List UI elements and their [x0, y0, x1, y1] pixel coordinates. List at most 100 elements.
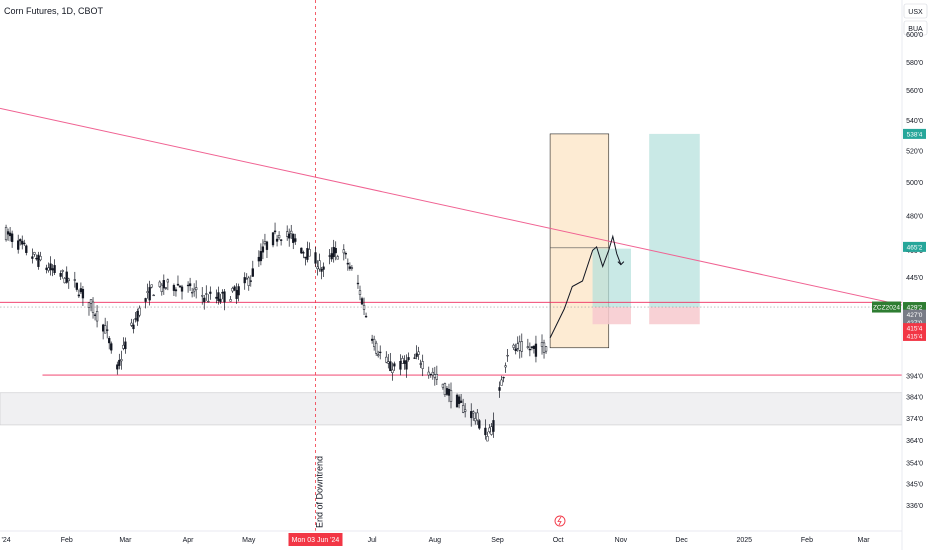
candle-body	[193, 288, 196, 292]
candle-body	[302, 252, 305, 254]
candle-body	[518, 341, 521, 351]
candle-body	[300, 247, 303, 254]
price-tag	[903, 241, 926, 252]
candle-body	[233, 286, 236, 291]
price-tick-label: 336'0	[906, 503, 923, 510]
long-position-2-target	[649, 133, 700, 308]
candle-body	[447, 388, 451, 396]
time-tick-label: Nov	[615, 537, 628, 544]
candle-body	[407, 357, 410, 360]
candle-body	[237, 286, 240, 296]
candle-body	[186, 284, 190, 287]
projected-path	[549, 234, 622, 339]
candle-body	[63, 278, 66, 284]
time-tick-label: Feb	[61, 537, 73, 544]
candle-body	[164, 287, 167, 289]
candle-body	[138, 307, 141, 316]
candle-body	[247, 277, 250, 286]
candle-body	[201, 295, 204, 297]
candle-body	[190, 292, 194, 294]
time-tick-label: May	[242, 537, 256, 544]
candle-body	[61, 270, 64, 272]
candle-body	[91, 301, 95, 313]
candle-body	[379, 351, 382, 354]
candle-body	[316, 266, 319, 270]
candle-body	[221, 291, 224, 294]
price-tick-label: 374'0	[906, 416, 923, 423]
price-tag-label: 415'4	[907, 333, 923, 340]
candle-body	[146, 291, 149, 293]
price-tick-label: 480'0	[906, 213, 923, 220]
candle-body	[542, 342, 546, 353]
candle-body	[360, 298, 364, 305]
price-tag	[903, 317, 926, 328]
candle-body	[457, 396, 461, 404]
candle-body	[158, 281, 161, 287]
candle-body	[188, 283, 192, 287]
currency-button-label: BUA	[908, 26, 923, 33]
candle-body	[265, 241, 269, 250]
candle-body	[419, 363, 422, 365]
candle-body	[33, 252, 36, 255]
candle-body	[520, 341, 523, 352]
candle-body	[39, 256, 42, 261]
candle-body	[459, 400, 463, 403]
candle-body	[445, 388, 449, 395]
candle-body	[152, 294, 155, 297]
price-tag	[903, 309, 926, 320]
candle-body	[257, 256, 261, 262]
candle-body	[334, 247, 337, 254]
time-tick-label: Mar	[119, 537, 132, 544]
candle-body	[209, 291, 212, 294]
candle-body	[526, 346, 530, 348]
price-tag-label: 415'4	[907, 326, 923, 333]
candle-body	[245, 278, 248, 280]
candle-body	[544, 346, 548, 352]
candle-body	[387, 361, 390, 364]
candle-body	[320, 269, 323, 272]
candle-body	[132, 324, 135, 330]
candle-body	[17, 240, 20, 250]
candle-body	[455, 394, 459, 408]
candle-body	[427, 371, 430, 376]
candle-body	[144, 298, 147, 302]
candle-body	[433, 374, 436, 378]
candle-body	[504, 365, 507, 368]
candle-body	[10, 233, 14, 242]
candle-body	[275, 238, 279, 242]
candle-body	[350, 267, 354, 269]
candle-body	[172, 285, 176, 291]
candle-body	[486, 435, 489, 442]
candle-body	[104, 325, 107, 334]
candle-body	[160, 284, 163, 292]
candle-body	[292, 233, 295, 243]
candle-body	[136, 310, 139, 322]
candle-body	[4, 226, 8, 241]
candle-body	[294, 238, 297, 242]
symbol-tag-label: ZCZ2024	[873, 305, 900, 312]
candle-body	[81, 288, 85, 299]
candle-body	[65, 271, 68, 283]
candle-body	[435, 374, 438, 380]
candle-body	[512, 344, 515, 348]
candle-body	[516, 343, 519, 349]
candle-body	[110, 343, 113, 351]
candle-body	[308, 249, 311, 257]
candle-body	[118, 359, 121, 366]
price-tick-label: 384'0	[906, 394, 923, 401]
candle-body	[413, 357, 416, 359]
candle-body	[348, 266, 352, 269]
time-tick-label: Oct	[553, 537, 564, 544]
candle-body	[223, 291, 226, 303]
price-tag-label: 538'4	[907, 131, 923, 138]
candle-body	[336, 256, 339, 260]
candle-body	[195, 287, 198, 290]
candle-body	[6, 231, 10, 235]
candle-body	[474, 418, 477, 422]
candle-body	[498, 387, 501, 391]
candle-body	[130, 322, 133, 326]
candle-body	[148, 287, 151, 301]
candle-body	[77, 294, 81, 297]
candle-body	[290, 230, 293, 234]
